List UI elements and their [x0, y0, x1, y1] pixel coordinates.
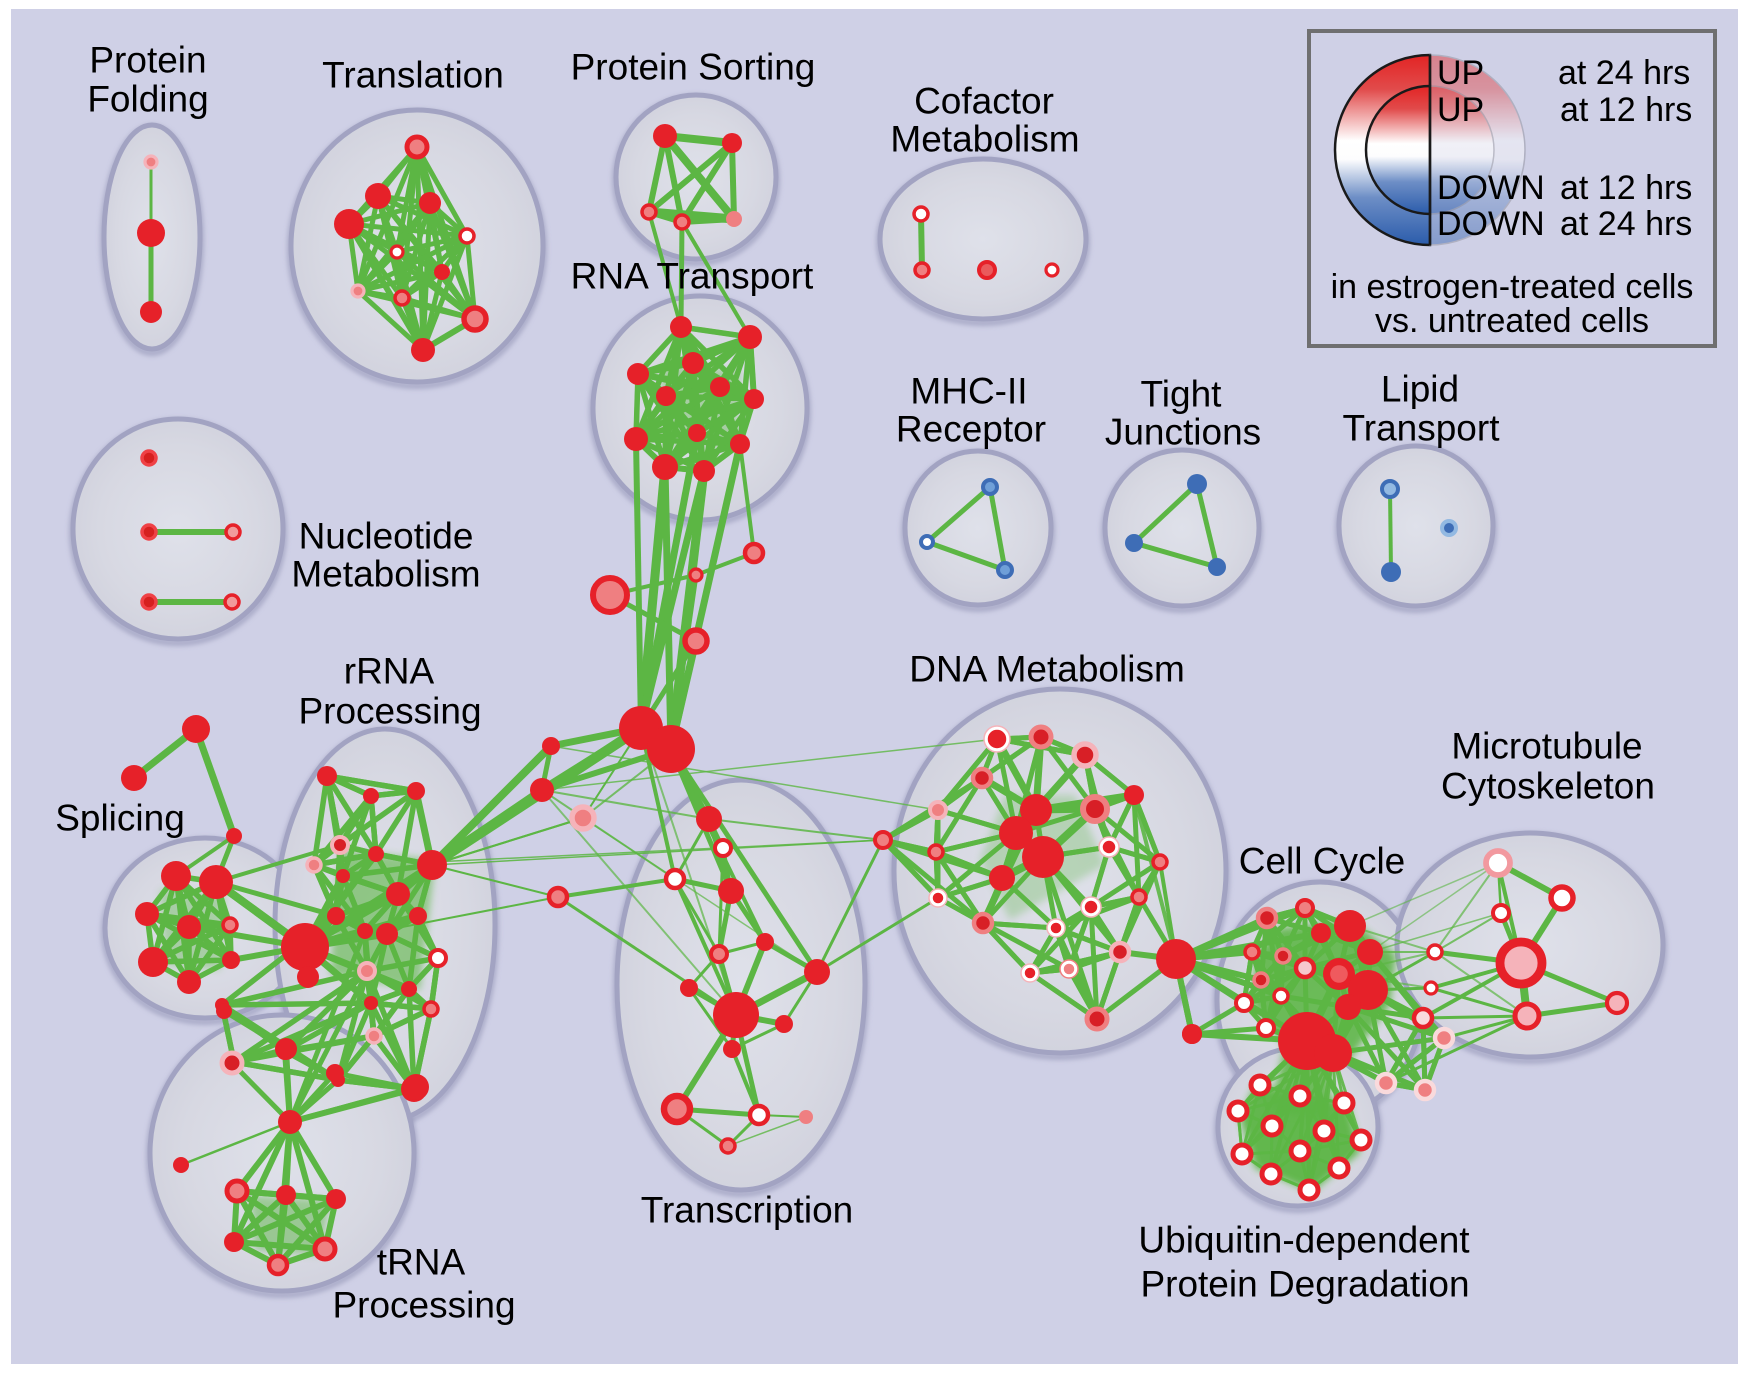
- svg-text:in estrogen-treated cells: in estrogen-treated cells: [1331, 268, 1694, 306]
- svg-text:MHC-II: MHC-II: [910, 371, 1027, 412]
- svg-text:Processing: Processing: [332, 1285, 515, 1326]
- svg-text:Protein: Protein: [89, 40, 206, 81]
- svg-text:vs. untreated cells: vs. untreated cells: [1375, 302, 1649, 340]
- svg-text:UP: UP: [1437, 54, 1484, 92]
- svg-text:Cell Cycle: Cell Cycle: [1239, 841, 1406, 882]
- svg-text:Folding: Folding: [87, 79, 208, 120]
- svg-text:DOWN: DOWN: [1437, 205, 1545, 243]
- svg-text:at 12 hrs: at 12 hrs: [1560, 169, 1692, 207]
- svg-text:Processing: Processing: [298, 691, 481, 732]
- svg-text:RNA Transport: RNA Transport: [571, 256, 814, 297]
- svg-text:Protein Degradation: Protein Degradation: [1140, 1264, 1469, 1305]
- svg-text:Junctions: Junctions: [1105, 412, 1261, 453]
- svg-text:UP: UP: [1437, 91, 1484, 129]
- svg-text:Transport: Transport: [1343, 408, 1501, 449]
- svg-text:Lipid: Lipid: [1381, 369, 1459, 410]
- svg-text:Cytoskeleton: Cytoskeleton: [1441, 766, 1655, 807]
- svg-text:DNA Metabolism: DNA Metabolism: [909, 649, 1185, 690]
- svg-text:Protein Sorting: Protein Sorting: [571, 47, 816, 88]
- svg-text:at 12 hrs: at 12 hrs: [1560, 91, 1692, 129]
- svg-text:Microtubule: Microtubule: [1451, 726, 1642, 767]
- svg-text:Nucleotide: Nucleotide: [299, 516, 474, 557]
- svg-text:Receptor: Receptor: [896, 409, 1046, 450]
- svg-text:Metabolism: Metabolism: [291, 554, 480, 595]
- svg-text:Cofactor: Cofactor: [914, 81, 1054, 122]
- svg-text:at 24 hrs: at 24 hrs: [1558, 54, 1690, 92]
- svg-text:rRNA: rRNA: [344, 651, 435, 692]
- svg-text:at 24 hrs: at 24 hrs: [1560, 205, 1692, 243]
- svg-text:Tight: Tight: [1141, 374, 1223, 415]
- svg-text:Translation: Translation: [322, 55, 504, 96]
- svg-text:Ubiquitin-dependent: Ubiquitin-dependent: [1138, 1220, 1470, 1261]
- svg-text:Transcription: Transcription: [641, 1190, 853, 1231]
- svg-text:Splicing: Splicing: [55, 798, 185, 839]
- svg-text:Metabolism: Metabolism: [890, 119, 1079, 160]
- svg-text:tRNA: tRNA: [377, 1242, 466, 1283]
- svg-text:DOWN: DOWN: [1437, 169, 1545, 207]
